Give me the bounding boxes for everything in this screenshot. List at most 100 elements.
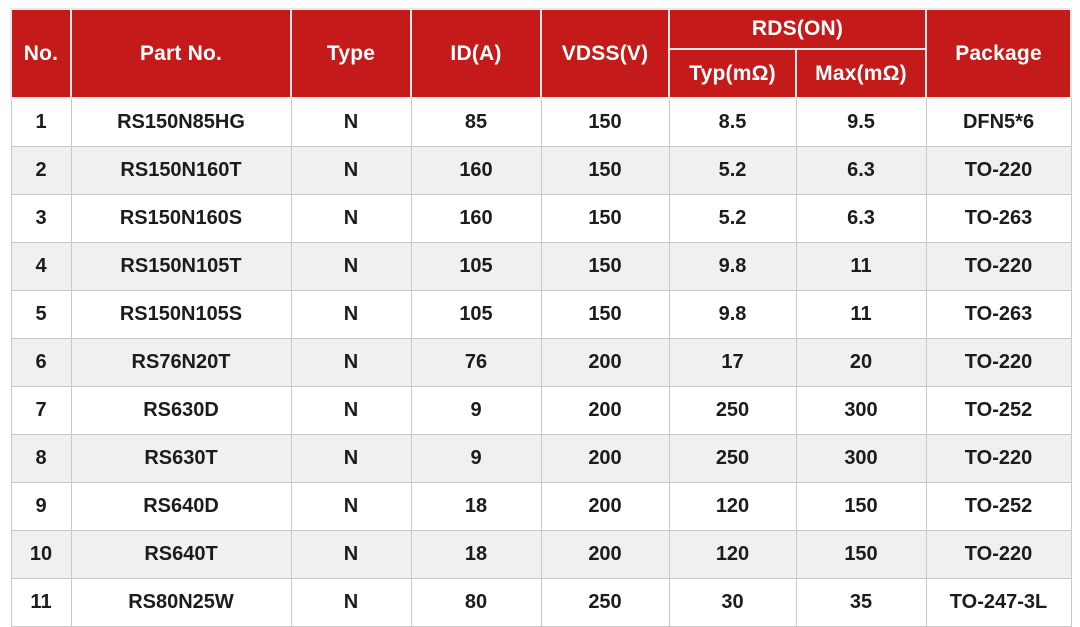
cell-type: N	[290, 194, 412, 243]
header-no: No.	[10, 8, 72, 99]
cell-id-a: 105	[410, 242, 542, 291]
cell-type: N	[290, 338, 412, 387]
cell-vdss-v: 250	[540, 578, 670, 627]
cell-id-a: 105	[410, 290, 542, 339]
cell-no: 2	[10, 146, 72, 195]
cell-vdss-v: 200	[540, 482, 670, 531]
table-row: 7 RS630D N 9 200 250 300 TO-252	[10, 386, 1072, 435]
cell-id-a: 80	[410, 578, 542, 627]
cell-id-a: 9	[410, 386, 542, 435]
cell-vdss-v: 150	[540, 242, 670, 291]
cell-vdss-v: 150	[540, 146, 670, 195]
header-package: Package	[925, 8, 1073, 99]
cell-no: 7	[10, 386, 72, 435]
cell-package: TO-252	[925, 482, 1072, 531]
cell-id-a: 85	[410, 97, 542, 147]
cell-rds-typ: 120	[668, 530, 797, 579]
cell-rds-typ: 250	[668, 434, 797, 483]
cell-package: TO-252	[925, 386, 1072, 435]
cell-rds-max: 150	[795, 530, 927, 579]
cell-rds-max: 6.3	[795, 146, 927, 195]
mosfet-spec-table: No. Part No. Type ID(A) VDSS(V) RDS(ON) …	[10, 8, 1073, 627]
header-type: Type	[290, 8, 412, 99]
cell-type: N	[290, 290, 412, 339]
table-row: 9 RS640D N 18 200 120 150 TO-252	[10, 482, 1072, 531]
table-row: 2 RS150N160T N 160 150 5.2 6.3 TO-220	[10, 146, 1072, 195]
cell-rds-max: 11	[795, 242, 927, 291]
cell-rds-max: 20	[795, 338, 927, 387]
cell-vdss-v: 200	[540, 386, 670, 435]
cell-id-a: 160	[410, 194, 542, 243]
cell-no: 10	[10, 530, 72, 579]
cell-type: N	[290, 97, 412, 147]
table-row: 8 RS630T N 9 200 250 300 TO-220	[10, 434, 1072, 483]
cell-no: 4	[10, 242, 72, 291]
cell-package: TO-220	[925, 530, 1072, 579]
cell-type: N	[290, 146, 412, 195]
header-typ-mohm: Typ(mΩ)	[668, 48, 797, 99]
table-row: 10 RS640T N 18 200 120 150 TO-220	[10, 530, 1072, 579]
table-header: No. Part No. Type ID(A) VDSS(V) RDS(ON) …	[10, 8, 1073, 99]
cell-rds-typ: 30	[668, 578, 797, 627]
table-row: 6 RS76N20T N 76 200 17 20 TO-220	[10, 338, 1072, 387]
cell-rds-typ: 120	[668, 482, 797, 531]
cell-no: 3	[10, 194, 72, 243]
header-row-sub: Typ(mΩ) Max(mΩ)	[11, 48, 1071, 99]
cell-vdss-v: 200	[540, 434, 670, 483]
cell-rds-typ: 5.2	[668, 194, 797, 243]
cell-part-no: RS150N105T	[70, 242, 292, 291]
cell-part-no: RS630D	[70, 386, 292, 435]
cell-part-no: RS150N85HG	[70, 97, 292, 147]
cell-rds-typ: 9.8	[668, 242, 797, 291]
cell-package: DFN5*6	[925, 97, 1072, 147]
cell-type: N	[290, 482, 412, 531]
cell-part-no: RS640T	[70, 530, 292, 579]
cell-vdss-v: 150	[540, 97, 670, 147]
cell-id-a: 76	[410, 338, 542, 387]
header-max-mohm: Max(mΩ)	[794, 48, 928, 99]
cell-part-no: RS150N105S	[70, 290, 292, 339]
cell-part-no: RS630T	[70, 434, 292, 483]
cell-rds-typ: 8.5	[668, 97, 797, 147]
cell-part-no: RS80N25W	[70, 578, 292, 627]
cell-package: TO-220	[925, 338, 1072, 387]
table-row: 4 RS150N105T N 105 150 9.8 11 TO-220	[10, 242, 1072, 291]
cell-package: TO-220	[925, 146, 1072, 195]
cell-id-a: 9	[410, 434, 542, 483]
table-body: 1 RS150N85HG N 85 150 8.5 9.5 DFN5*6 2 R…	[10, 97, 1072, 627]
cell-part-no: RS150N160T	[70, 146, 292, 195]
cell-rds-max: 9.5	[795, 97, 927, 147]
cell-no: 5	[10, 290, 72, 339]
cell-rds-typ: 17	[668, 338, 797, 387]
cell-vdss-v: 150	[540, 290, 670, 339]
cell-rds-max: 150	[795, 482, 927, 531]
cell-rds-max: 300	[795, 434, 927, 483]
cell-no: 6	[10, 338, 72, 387]
cell-id-a: 160	[410, 146, 542, 195]
cell-part-no: RS76N20T	[70, 338, 292, 387]
cell-type: N	[290, 530, 412, 579]
cell-id-a: 18	[410, 530, 542, 579]
cell-package: TO-263	[925, 290, 1072, 339]
cell-package: TO-263	[925, 194, 1072, 243]
cell-part-no: RS150N160S	[70, 194, 292, 243]
cell-rds-typ: 5.2	[668, 146, 797, 195]
header-vdss-v: VDSS(V)	[540, 8, 670, 99]
cell-no: 11	[10, 578, 72, 627]
cell-no: 1	[10, 97, 72, 147]
cell-no: 9	[10, 482, 72, 531]
cell-rds-typ: 9.8	[668, 290, 797, 339]
cell-type: N	[290, 578, 412, 627]
cell-package: TO-247-3L	[925, 578, 1072, 627]
cell-vdss-v: 200	[540, 338, 670, 387]
header-row-group: No. Part No. Type ID(A) VDSS(V) RDS(ON) …	[10, 8, 1073, 99]
cell-no: 8	[10, 434, 72, 483]
cell-rds-max: 6.3	[795, 194, 927, 243]
header-rds-on: RDS(ON)	[667, 8, 928, 50]
cell-rds-max: 35	[795, 578, 927, 627]
cell-type: N	[290, 242, 412, 291]
cell-type: N	[290, 434, 412, 483]
cell-package: TO-220	[925, 242, 1072, 291]
table-row: 1 RS150N85HG N 85 150 8.5 9.5 DFN5*6	[10, 97, 1072, 147]
